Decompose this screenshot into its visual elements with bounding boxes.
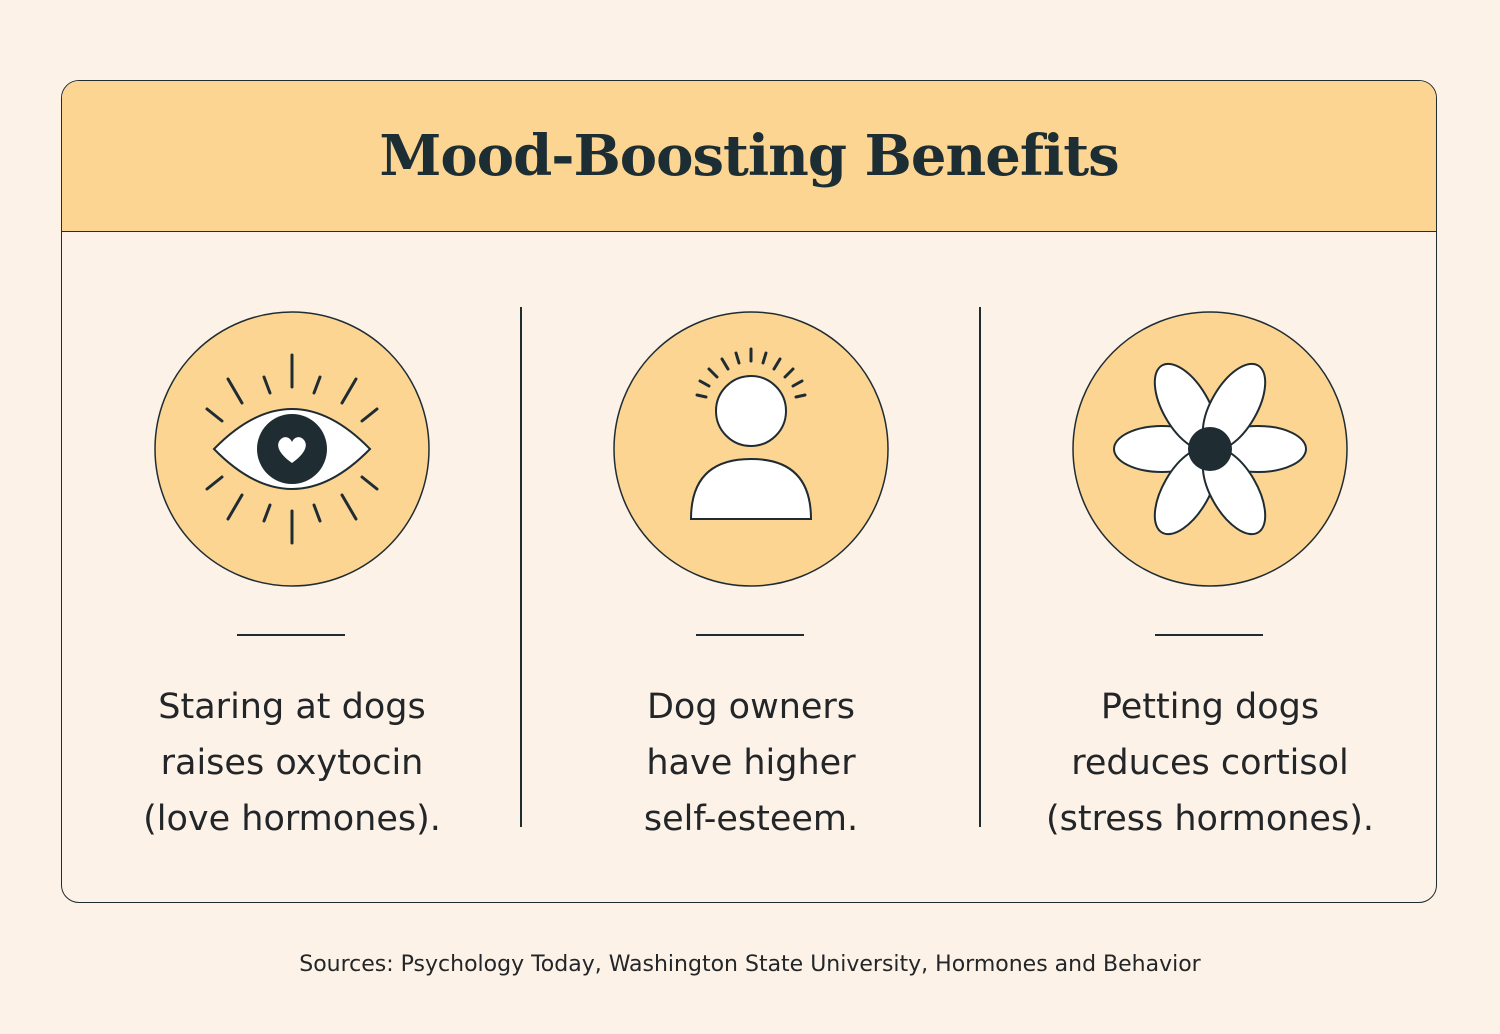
page-title: Mood-Boosting Benefits — [379, 123, 1119, 189]
section-dash — [696, 634, 804, 636]
caption-line: self-esteem. — [643, 799, 859, 839]
benefit-caption: Staring at dogs raises oxytocin (love ho… — [62, 679, 522, 847]
flower-icon — [1070, 309, 1350, 589]
caption-line: Staring at dogs — [158, 687, 426, 727]
caption-line: Dog owners — [646, 687, 856, 727]
benefits-card: Mood-Boosting Benefits — [61, 80, 1437, 903]
caption-line: (love hormones). — [143, 799, 441, 839]
benefit-caption: Petting dogs reduces cortisol (stress ho… — [980, 679, 1436, 847]
column-divider — [979, 307, 981, 827]
person-glow-icon — [611, 309, 891, 589]
eye-heart-icon — [152, 309, 432, 589]
section-dash — [1155, 634, 1263, 636]
caption-line: have higher — [646, 743, 856, 783]
column-divider — [520, 307, 522, 827]
benefit-column-self-esteem: Dog owners have higher self-esteem. — [521, 309, 981, 869]
section-dash — [237, 634, 345, 636]
caption-line: (stress hormones). — [1046, 799, 1374, 839]
sources-note: Sources: Psychology Today, Washington St… — [299, 952, 1201, 977]
benefit-caption: Dog owners have higher self-esteem. — [521, 679, 981, 847]
benefit-column-cortisol: Petting dogs reduces cortisol (stress ho… — [980, 309, 1436, 869]
caption-line: reduces cortisol — [1071, 743, 1349, 783]
benefit-column-oxytocin: Staring at dogs raises oxytocin (love ho… — [62, 309, 522, 869]
card-header: Mood-Boosting Benefits — [62, 81, 1436, 232]
caption-line: raises oxytocin — [160, 743, 424, 783]
caption-line: Petting dogs — [1100, 687, 1320, 727]
